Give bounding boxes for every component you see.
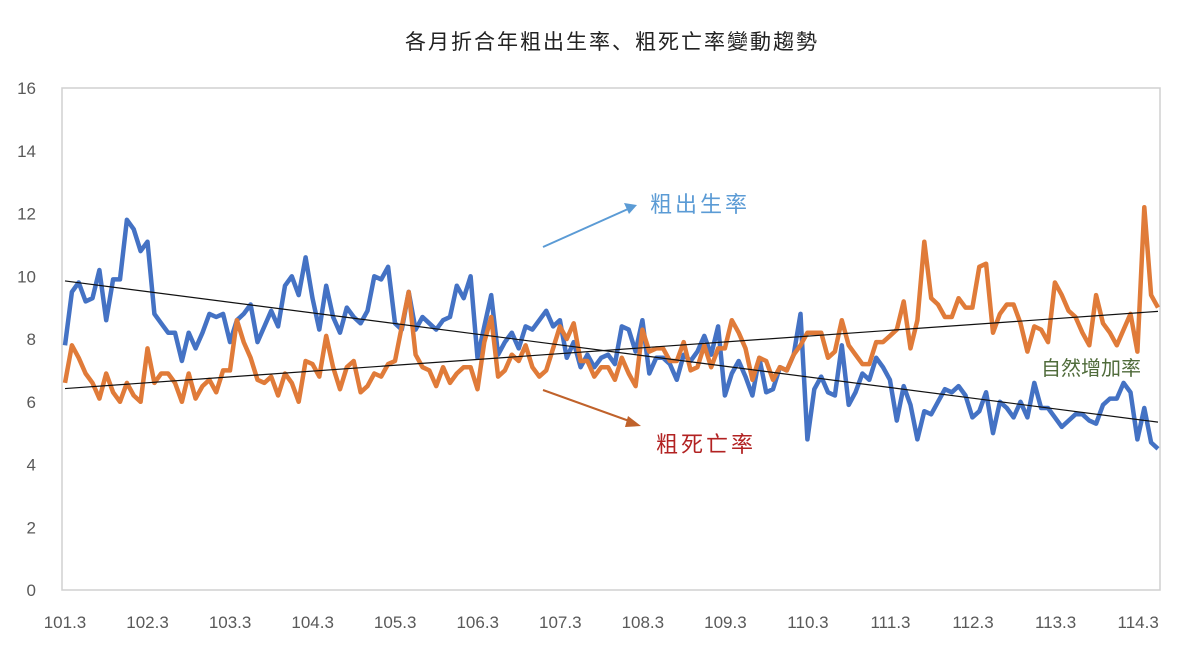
x-tick-label: 108.3	[622, 613, 665, 632]
x-tick-label: 102.3	[126, 613, 169, 632]
y-tick-label: 10	[17, 267, 36, 286]
x-tick-label: 113.3	[1035, 613, 1076, 632]
birth-arrow-head	[624, 203, 637, 214]
x-tick-label: 105.3	[374, 613, 417, 632]
birth-arrow	[542, 208, 629, 248]
birth-rate-line	[62, 217, 1160, 451]
x-tick-label: 114.3	[1118, 613, 1159, 632]
x-tick-label: 109.3	[704, 613, 747, 632]
x-tick-label: 103.3	[209, 613, 252, 632]
x-tick-label: 104.3	[291, 613, 334, 632]
death-trend-line	[64, 310, 1159, 390]
chart-title: 各月折合年粗出生率、粗死亡率變動趨勢	[405, 30, 819, 54]
death-rate-line	[62, 204, 1160, 405]
x-tick-label: 106.3	[456, 613, 499, 632]
y-tick-label: 0	[27, 581, 36, 600]
y-tick-label: 14	[17, 142, 36, 161]
x-tick-label: 101.3	[44, 613, 87, 632]
birth-rate-label: 粗出生率	[650, 193, 750, 218]
y-tick-label: 6	[27, 393, 36, 412]
birth-trend-line	[64, 280, 1159, 423]
x-tick-label: 112.3	[952, 613, 993, 632]
y-tick-label: 4	[27, 456, 36, 475]
death-arrow-head	[625, 416, 641, 427]
x-tick-label: 110.3	[787, 613, 828, 632]
y-tick-label: 2	[27, 518, 36, 537]
death-rate-label: 粗死亡率	[656, 433, 756, 458]
y-tick-label: 12	[17, 205, 36, 224]
natural-increase-label: 自然增加率	[1041, 356, 1141, 380]
death-arrow	[542, 389, 633, 423]
x-tick-label: 111.3	[870, 613, 910, 632]
plot-area-frame	[61, 87, 1161, 591]
y-tick-label: 8	[27, 330, 36, 349]
y-tick-label: 16	[17, 79, 36, 98]
x-tick-label: 107.3	[539, 613, 582, 632]
